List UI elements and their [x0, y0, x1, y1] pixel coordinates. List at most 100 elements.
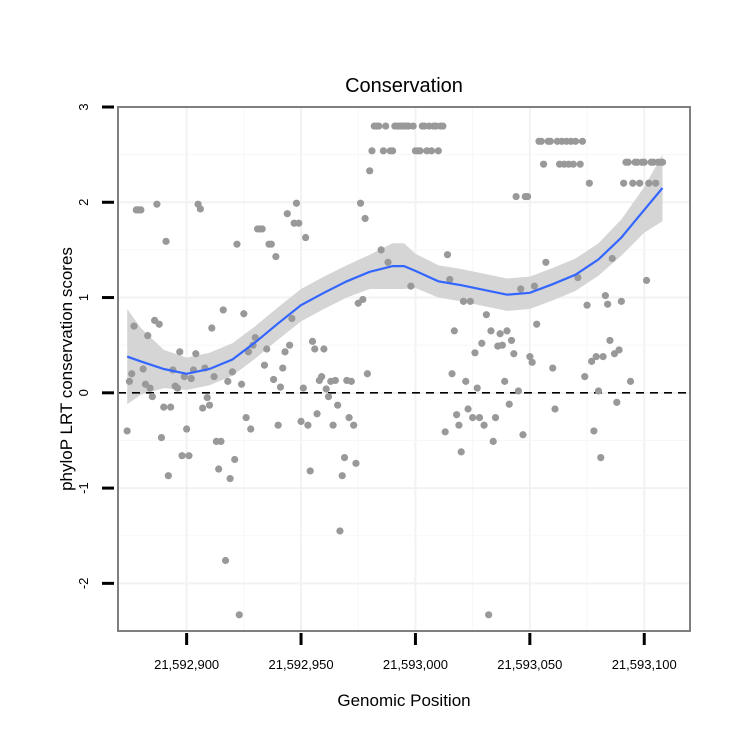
data-point [308, 337, 317, 345]
data-point [368, 147, 376, 155]
data-point [324, 393, 333, 401]
data-point [585, 179, 593, 187]
data-point [448, 370, 456, 378]
data-point [345, 413, 353, 422]
data-point [153, 200, 161, 208]
data-point [439, 122, 447, 130]
data-point [473, 384, 481, 392]
data-point [297, 417, 305, 425]
y-tick-label: 0 [76, 389, 91, 396]
data-point [519, 431, 527, 439]
data-point [269, 375, 278, 384]
data-point [162, 237, 170, 245]
data-point [148, 393, 156, 401]
data-point [581, 373, 589, 381]
data-point [237, 380, 246, 388]
data-point [572, 137, 580, 145]
data-point [498, 341, 506, 349]
data-point [185, 452, 193, 460]
data-point [608, 254, 616, 263]
data-point [242, 413, 250, 422]
data-point [526, 353, 534, 361]
data-point [594, 387, 603, 395]
data-point [416, 147, 424, 155]
data-point [478, 339, 486, 347]
data-point [569, 160, 577, 168]
data-point [263, 345, 271, 353]
data-point [501, 377, 509, 385]
x-tick-label: 21,593,100 [612, 657, 677, 672]
data-point [482, 311, 490, 319]
data-point [130, 322, 138, 330]
data-point [597, 454, 605, 462]
data-point [260, 361, 269, 369]
data-point [489, 437, 497, 446]
data-point [329, 421, 337, 429]
data-point [574, 273, 582, 282]
data-point [517, 285, 525, 293]
data-point [322, 385, 330, 393]
data-point [279, 364, 287, 372]
x-tick-label: 21,592,950 [269, 657, 334, 672]
data-points [123, 122, 667, 619]
data-point [199, 404, 207, 412]
data-point [441, 428, 449, 436]
data-point [588, 357, 596, 365]
data-point [178, 452, 186, 460]
data-point [446, 275, 454, 284]
data-point [318, 373, 326, 381]
data-point [626, 377, 635, 385]
data-point [464, 405, 472, 413]
data-point [240, 310, 248, 318]
data-point [503, 327, 511, 335]
data-point [274, 421, 282, 429]
data-point [176, 348, 184, 356]
data-point [292, 199, 301, 207]
data-point [196, 205, 204, 213]
data-point [215, 465, 223, 473]
data-point [217, 437, 225, 446]
y-tick-label: 2 [76, 199, 91, 206]
data-point [313, 410, 321, 418]
data-point [235, 611, 243, 619]
data-point [642, 276, 651, 284]
data-point [359, 295, 367, 304]
data-point [658, 158, 667, 166]
data-point [537, 137, 545, 145]
y-tick-label: 1 [76, 294, 91, 301]
smooth-trend-line [126, 187, 664, 375]
data-point [462, 377, 470, 385]
data-point [375, 122, 383, 130]
data-point [542, 258, 550, 266]
data-point [578, 137, 587, 145]
data-point [512, 192, 520, 201]
data-point [388, 147, 397, 155]
data-point [475, 413, 484, 422]
data-point [530, 282, 539, 290]
data-point [576, 160, 584, 168]
data-point [356, 199, 365, 207]
data-point [453, 411, 461, 419]
data-point [286, 341, 294, 349]
data-point [231, 455, 239, 464]
data-point [160, 403, 168, 411]
data-point [125, 377, 134, 385]
chart-title: Conservation [345, 75, 463, 97]
data-point [384, 258, 392, 266]
data-point [606, 336, 614, 345]
data-point [288, 314, 296, 323]
data-point [382, 122, 390, 130]
data-point [320, 345, 328, 353]
data-point [219, 306, 227, 314]
data-point [334, 401, 342, 409]
data-point [496, 330, 504, 338]
data-point [457, 448, 465, 456]
data-point [604, 300, 612, 308]
data-point [157, 433, 166, 442]
data-point [434, 147, 442, 155]
data-point [302, 233, 310, 242]
x-axis-title: Genomic Position [337, 691, 470, 710]
data-point [549, 364, 557, 372]
data-point [192, 350, 200, 358]
data-point [338, 472, 346, 480]
